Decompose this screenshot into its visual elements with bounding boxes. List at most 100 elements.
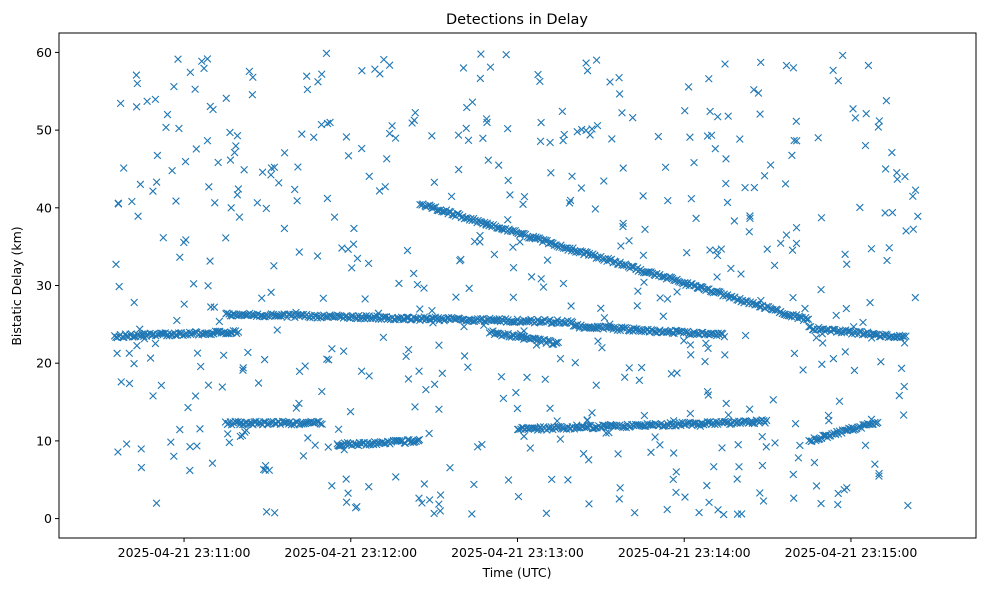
data-point — [483, 118, 491, 127]
data-point — [435, 405, 443, 414]
data-point — [902, 227, 910, 235]
data-point — [593, 322, 602, 331]
data-point — [314, 78, 322, 86]
data-point — [317, 70, 326, 78]
data-point — [464, 136, 473, 145]
data-point — [605, 428, 613, 437]
data-point — [132, 103, 141, 111]
data-point — [733, 475, 741, 483]
data-point — [746, 212, 754, 220]
data-point — [245, 67, 254, 76]
data-point — [274, 179, 283, 187]
data-point — [902, 332, 910, 340]
data-point — [342, 475, 350, 483]
data-point — [128, 197, 136, 206]
y-tick-label: 40 — [36, 200, 52, 215]
data-point — [658, 422, 667, 431]
data-point — [662, 328, 671, 337]
data-point — [866, 298, 874, 307]
data-point — [563, 244, 571, 252]
data-point — [346, 407, 355, 416]
data-point — [724, 112, 732, 120]
data-point — [741, 183, 749, 192]
data-point — [717, 245, 726, 253]
data-point — [476, 315, 485, 323]
data-point — [403, 246, 412, 255]
data-point — [137, 463, 146, 472]
data-point — [760, 417, 768, 425]
data-point — [756, 58, 765, 67]
data-point — [696, 282, 705, 291]
data-point — [705, 498, 713, 507]
data-point — [477, 50, 485, 58]
data-point — [681, 106, 689, 115]
data-point — [721, 351, 729, 359]
data-point — [435, 341, 443, 349]
data-point — [476, 74, 485, 83]
data-point — [514, 333, 523, 342]
data-point — [824, 411, 833, 420]
data-point — [565, 199, 574, 207]
data-point — [877, 357, 885, 366]
data-point — [244, 348, 252, 357]
data-point — [754, 89, 763, 97]
data-point — [756, 489, 764, 497]
data-point — [829, 66, 837, 75]
data-point — [817, 285, 825, 294]
data-point — [593, 121, 602, 130]
data-point — [625, 364, 634, 372]
data-point — [295, 399, 303, 408]
data-point — [782, 61, 791, 70]
data-point — [321, 312, 329, 321]
data-point — [522, 334, 530, 342]
data-point — [818, 360, 826, 369]
data-point — [415, 435, 424, 444]
data-point — [745, 227, 754, 236]
data-point — [841, 348, 850, 356]
data-point — [900, 339, 909, 347]
data-point — [350, 224, 358, 233]
data-point — [125, 379, 134, 388]
data-point — [789, 293, 797, 302]
data-point — [409, 269, 418, 278]
data-point — [597, 304, 605, 313]
data-point — [819, 431, 827, 440]
data-point — [718, 444, 726, 452]
data-point — [270, 163, 279, 172]
data-point — [762, 443, 771, 451]
data-point — [686, 330, 695, 339]
data-point — [629, 421, 638, 430]
data-point — [323, 355, 331, 363]
data-point — [687, 194, 696, 203]
data-point — [788, 151, 796, 160]
data-point — [734, 440, 742, 449]
data-point — [136, 180, 145, 189]
data-point — [837, 328, 846, 337]
data-point — [399, 315, 407, 324]
data-point — [873, 418, 882, 427]
data-point — [430, 380, 439, 389]
data-point — [376, 70, 384, 78]
data-point — [559, 136, 567, 145]
data-point — [829, 354, 838, 363]
data-point — [746, 214, 754, 223]
data-point — [789, 470, 798, 479]
data-point — [519, 200, 527, 209]
data-point — [125, 349, 134, 358]
data-point — [261, 466, 270, 474]
data-point — [298, 130, 306, 138]
data-point — [233, 131, 242, 140]
data-point — [203, 55, 212, 63]
data-point — [416, 305, 424, 313]
data-point — [342, 498, 351, 506]
y-axis-label: Bistatic Delay (km) — [9, 226, 24, 345]
data-point — [558, 107, 567, 116]
data-point — [895, 391, 904, 400]
data-point — [812, 333, 821, 342]
data-point — [404, 375, 413, 383]
data-point — [579, 449, 588, 458]
data-point — [438, 207, 446, 216]
chart-title: Detections in Delay — [446, 12, 588, 28]
data-point — [385, 61, 394, 69]
data-point — [619, 222, 627, 231]
